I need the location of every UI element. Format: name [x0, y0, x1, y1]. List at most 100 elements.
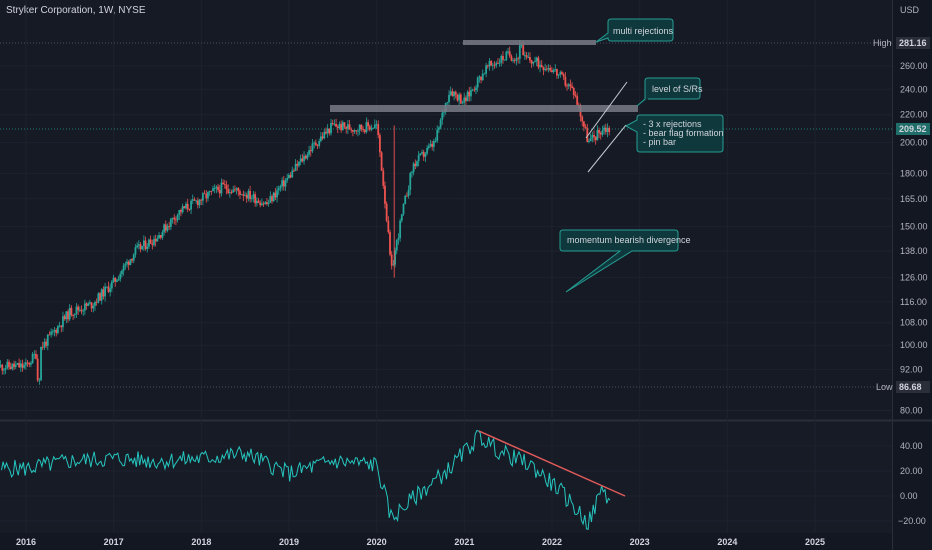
candle-body	[260, 203, 263, 206]
candle-body	[267, 202, 270, 205]
currency-label: USD	[900, 5, 920, 15]
candle-body	[257, 200, 260, 203]
candle-body	[456, 94, 459, 101]
candle-body	[581, 116, 584, 122]
candle-body	[299, 158, 302, 162]
candle-body	[72, 315, 74, 316]
candle-body	[62, 316, 64, 328]
candle-body	[36, 358, 39, 381]
candle-body	[284, 180, 287, 187]
candle-body	[513, 60, 516, 61]
candle-body	[294, 163, 297, 171]
candle-body	[394, 250, 396, 265]
candle-body	[247, 190, 250, 199]
price-tick-label: 260.00	[900, 61, 928, 71]
sr-level-zone[interactable]	[330, 105, 638, 112]
candle-body	[429, 143, 432, 147]
candle-body	[537, 57, 540, 68]
candle-body	[448, 94, 450, 103]
candle-body	[134, 247, 137, 255]
time-tick-label: 2020	[367, 537, 387, 547]
candle-body	[512, 60, 514, 61]
candle-body	[45, 341, 47, 346]
candle-body	[286, 178, 289, 181]
candle-body	[432, 140, 435, 147]
candle-body	[8, 361, 10, 367]
callout-multi-rejections-text: multi rejections	[613, 26, 674, 36]
bearish-divergence-line[interactable]	[478, 430, 626, 497]
candle-body	[97, 293, 100, 303]
reason-line-1: - 3 x rejections	[643, 119, 702, 129]
flag-channel-lower[interactable]	[587, 124, 627, 173]
multi-rejection-zone[interactable]	[463, 40, 596, 45]
candle-body	[291, 170, 294, 178]
candle-body	[139, 244, 142, 250]
candle-body	[75, 306, 78, 314]
time-axis[interactable]	[0, 533, 892, 550]
candle-body	[468, 91, 471, 97]
candle-body	[552, 69, 555, 73]
candle-body	[438, 127, 440, 130]
candle-body	[87, 303, 90, 306]
callout-multi-rejections[interactable]: multi rejections	[595, 18, 674, 43]
price-scale[interactable]	[892, 0, 932, 550]
candle-body	[594, 136, 597, 141]
candle-body	[65, 311, 68, 320]
candle-body	[181, 206, 184, 213]
callout-box	[595, 18, 674, 43]
candle-body	[274, 192, 277, 198]
candle-body	[235, 188, 238, 190]
candle-body	[266, 202, 268, 205]
candle-body	[3, 369, 5, 371]
callout-momentum-divergence[interactable]: momentum bearish divergence	[559, 229, 691, 293]
high-value-bg	[896, 37, 930, 49]
candle-body	[431, 143, 434, 147]
candle-body	[495, 63, 498, 66]
callout-level-of-srs[interactable]: level of S/Rs	[636, 77, 703, 107]
candle-body	[384, 185, 386, 204]
candle-body	[102, 289, 105, 297]
candle-body	[490, 61, 493, 66]
candle-body	[215, 186, 218, 189]
candle-body	[534, 61, 536, 63]
candle-body	[343, 122, 346, 127]
candle-body	[566, 85, 568, 87]
last-price-bg	[896, 123, 930, 135]
candle-body	[527, 56, 530, 58]
candle-body	[100, 289, 103, 301]
callout-reasons[interactable]: - 3 x rejections - bear flag formation -…	[624, 114, 724, 153]
price-tick-label: 80.00	[900, 405, 923, 415]
candle-body	[210, 190, 213, 192]
momentum-line[interactable]	[1, 429, 611, 531]
candle-body	[31, 354, 34, 364]
candle-body	[200, 199, 203, 201]
candle-body	[582, 121, 585, 127]
candle-body	[141, 245, 144, 250]
candle-body	[353, 130, 356, 132]
candle-body	[207, 191, 209, 199]
candle-body	[99, 293, 101, 301]
candle-body	[316, 144, 319, 146]
price-tick-label: 150.00	[900, 222, 928, 232]
flag-channel-upper[interactable]	[585, 81, 628, 139]
candle-body	[142, 240, 145, 246]
candle-body	[567, 84, 570, 87]
candle-body	[550, 70, 553, 73]
candle-body	[473, 89, 476, 91]
candle-body	[242, 194, 245, 196]
candle-body	[400, 214, 403, 221]
candle-body	[171, 217, 174, 219]
candle-body	[281, 180, 284, 187]
candle-body	[540, 64, 543, 68]
candle-body	[427, 146, 430, 148]
candle-body	[158, 234, 160, 239]
candle-body	[46, 334, 49, 346]
time-tick-label: 2022	[542, 537, 562, 547]
candle-body	[449, 91, 452, 95]
candle-body	[535, 57, 538, 62]
candle-body	[90, 302, 93, 309]
time-tick-label: 2017	[104, 537, 124, 547]
candle-body	[373, 124, 376, 128]
